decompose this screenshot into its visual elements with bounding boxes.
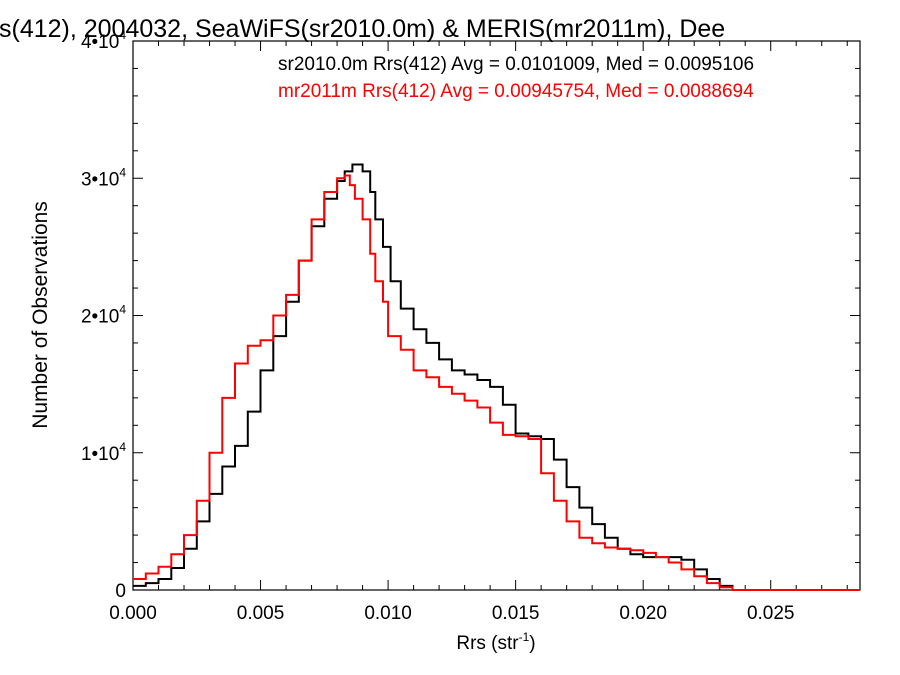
x-tick-label: 0.025	[747, 603, 795, 624]
y-tick-label: 2•104	[81, 303, 126, 328]
y-tick-label: 4•104	[81, 28, 126, 53]
x-axis-ticks: 0.000 0.005 0.010 0.015 0.020 0.025	[109, 41, 848, 624]
y-tick-label: 1•104	[81, 440, 126, 465]
chart-title: s(412), 2004032, SeaWiFS(sr2010.0m) & ME…	[0, 15, 725, 43]
series-line-1	[133, 163, 860, 591]
y-tick-label: 3•104	[81, 165, 126, 190]
legend: sr2010.0m Rrs(412) Avg = 0.0101009, Med …	[278, 54, 754, 102]
y-tick-label: 0	[115, 581, 126, 602]
x-tick-label: 0.020	[619, 603, 667, 624]
legend-entry-1: sr2010.0m Rrs(412) Avg = 0.0101009, Med …	[278, 54, 754, 75]
series-layer	[133, 163, 860, 591]
legend-entry-2: mr2011m Rrs(412) Avg = 0.00945754, Med =…	[278, 81, 754, 102]
x-tick-label: 0.010	[364, 603, 412, 624]
series-line-2	[133, 174, 860, 591]
x-axis-label: Rrs (str-1)	[456, 630, 535, 654]
x-tick-label: 0.015	[492, 603, 540, 624]
x-tick-label: 0.000	[109, 603, 157, 624]
y-axis-ticks: 0 1•104 2•104 3•104 4•104	[81, 28, 860, 602]
plot-frame	[132, 40, 861, 591]
x-tick-label: 0.005	[237, 603, 285, 624]
y-axis-label: Number of Observations	[29, 201, 52, 429]
